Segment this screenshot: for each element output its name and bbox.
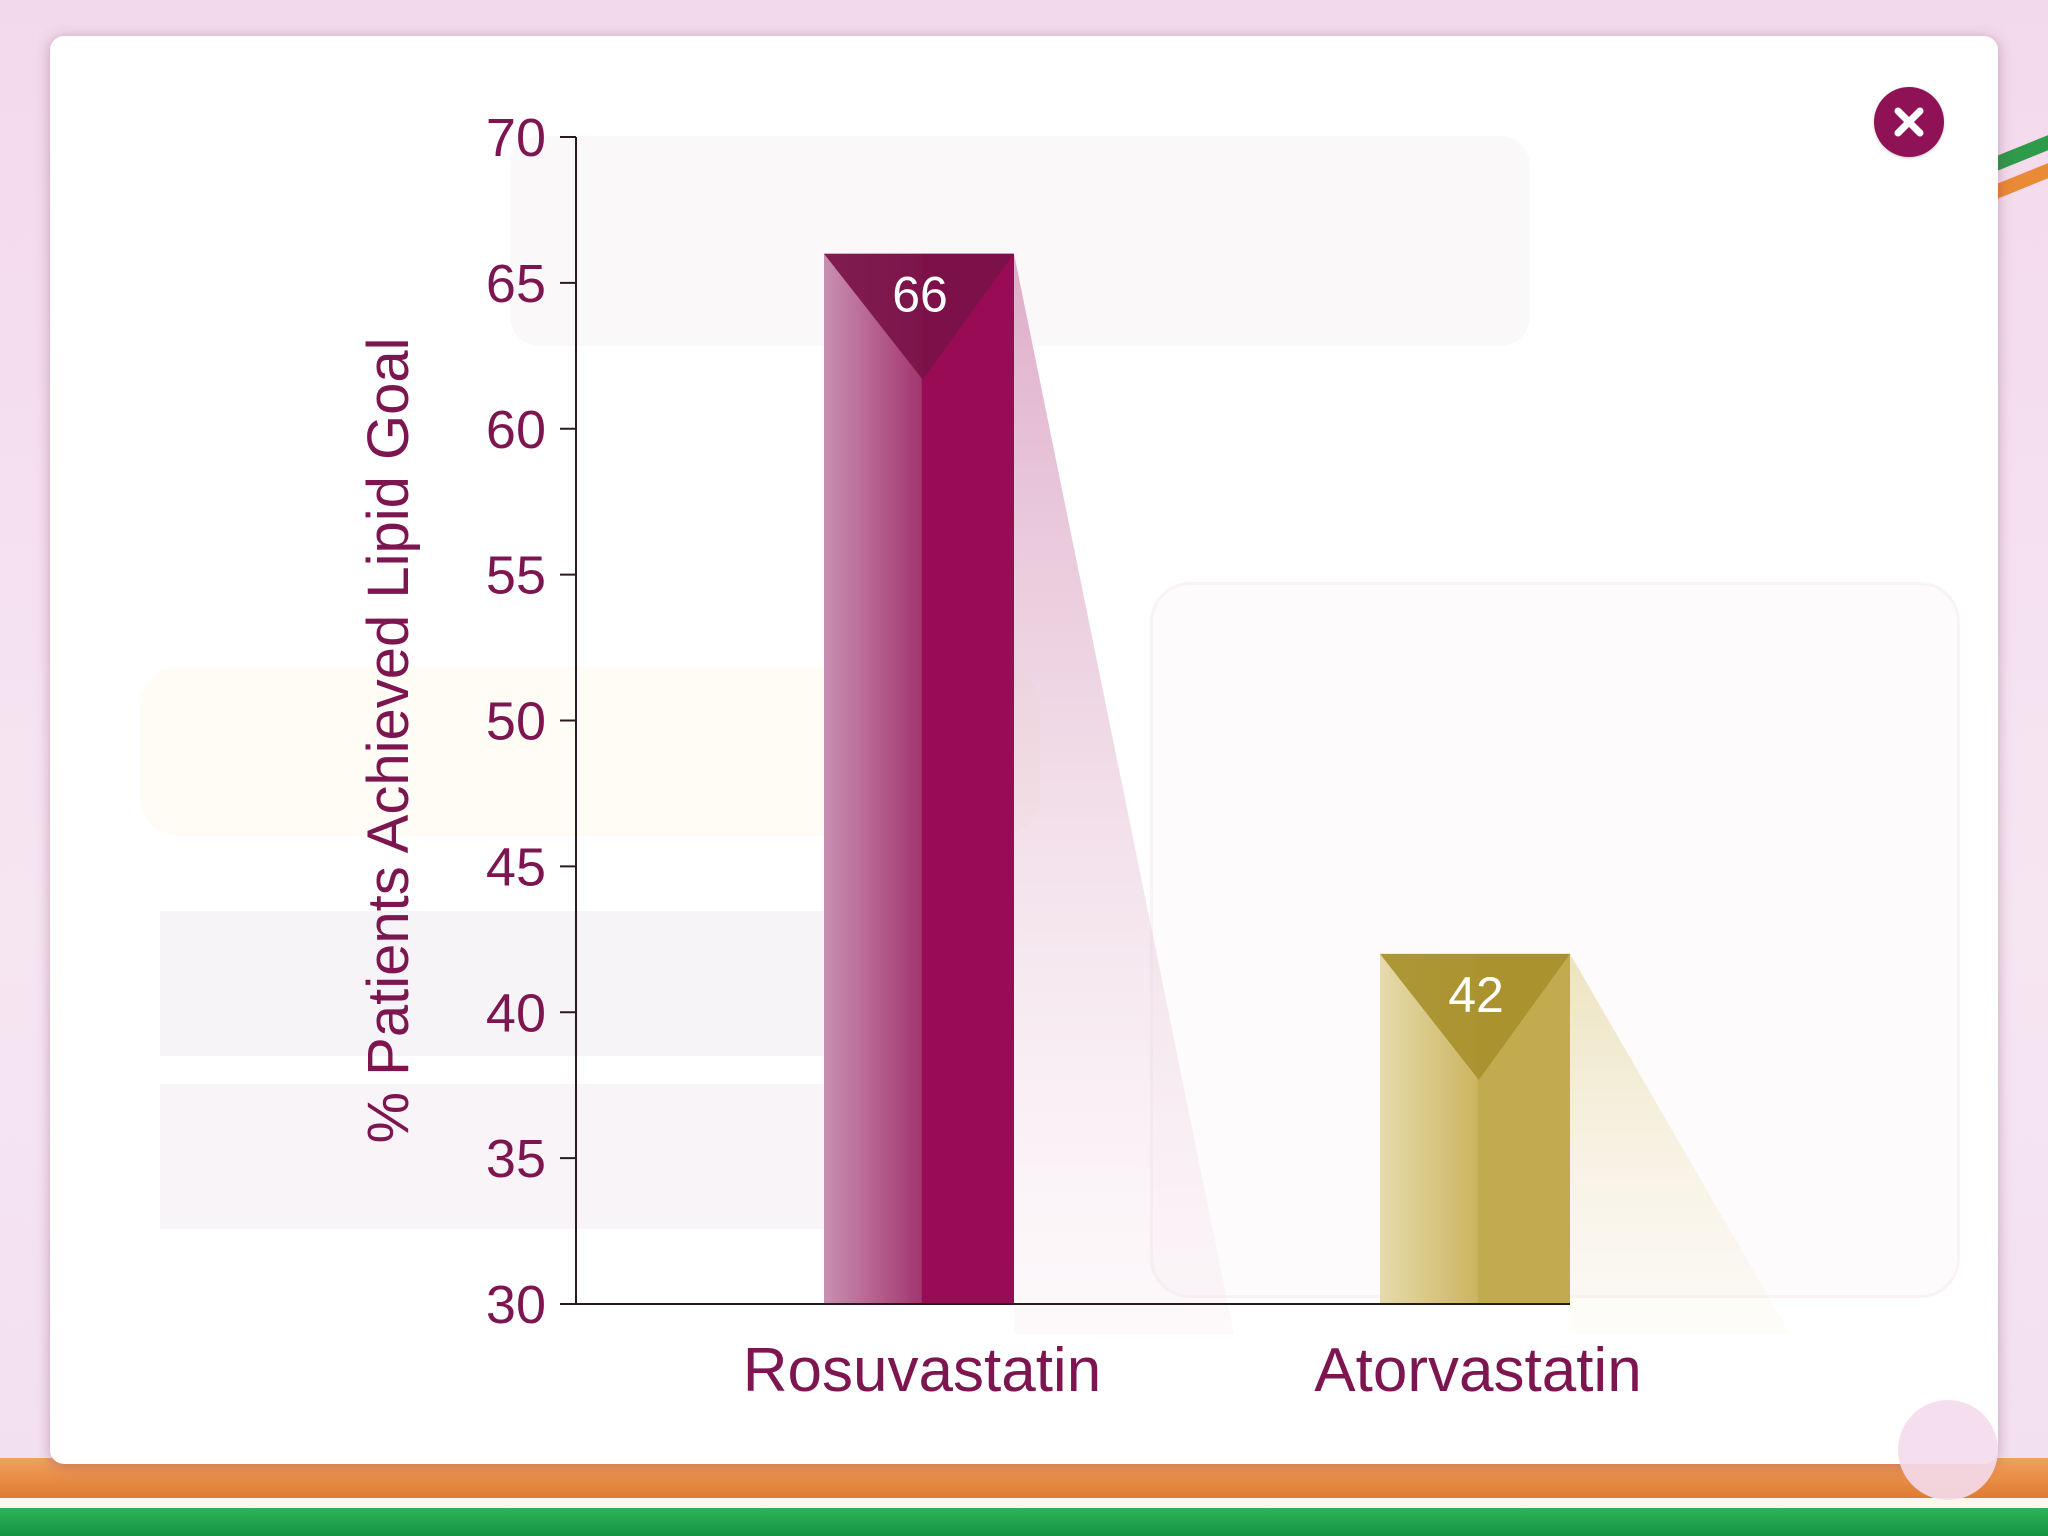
floating-action-button[interactable]: [1898, 1400, 1998, 1500]
y-axis-title: % Patients Achieved Lipid Goal: [356, 337, 421, 1143]
x-category-label: Atorvastatin: [1314, 1336, 1641, 1405]
x-category-label: Rosuvastatin: [743, 1336, 1101, 1405]
bar-light-ray: [1014, 253, 1234, 1335]
y-tick-label: 40: [486, 983, 546, 1043]
close-icon: [1894, 107, 1924, 137]
close-button[interactable]: [1874, 87, 1944, 157]
footer-band-green: [0, 1508, 2048, 1536]
bar-cap-triangle: [824, 253, 1014, 380]
y-tick-label: 50: [486, 692, 546, 752]
bar-value-label: 66: [892, 267, 948, 323]
y-tick-label: 65: [486, 254, 546, 314]
y-tick-label: 70: [486, 108, 546, 168]
bar-light-ray: [1570, 953, 1790, 1334]
bar-value-label: 42: [1448, 967, 1504, 1023]
footer-band-white: [0, 1498, 2048, 1508]
y-tick-label: 45: [486, 837, 546, 897]
bar-cap-triangle: [1380, 953, 1570, 1080]
footer-band-orange: [0, 1458, 2048, 1498]
bar-rosuvastatin: [921, 253, 1014, 1305]
bar-chart: 66 42 30 35 40 45 50 55 60 65 70 % Patients Achiev…: [356, 108, 1790, 1405]
y-tick-label: 35: [486, 1129, 546, 1189]
y-tick-label: 60: [486, 400, 546, 460]
y-tick-label: 30: [486, 1275, 546, 1335]
chart-modal: 66 42 30 35 40 45 50 55 60 65 70 % Patients Achiev…: [50, 36, 1998, 1464]
bar-rosuvastatin-shade: [824, 253, 923, 1305]
y-tick-label: 55: [486, 546, 546, 606]
